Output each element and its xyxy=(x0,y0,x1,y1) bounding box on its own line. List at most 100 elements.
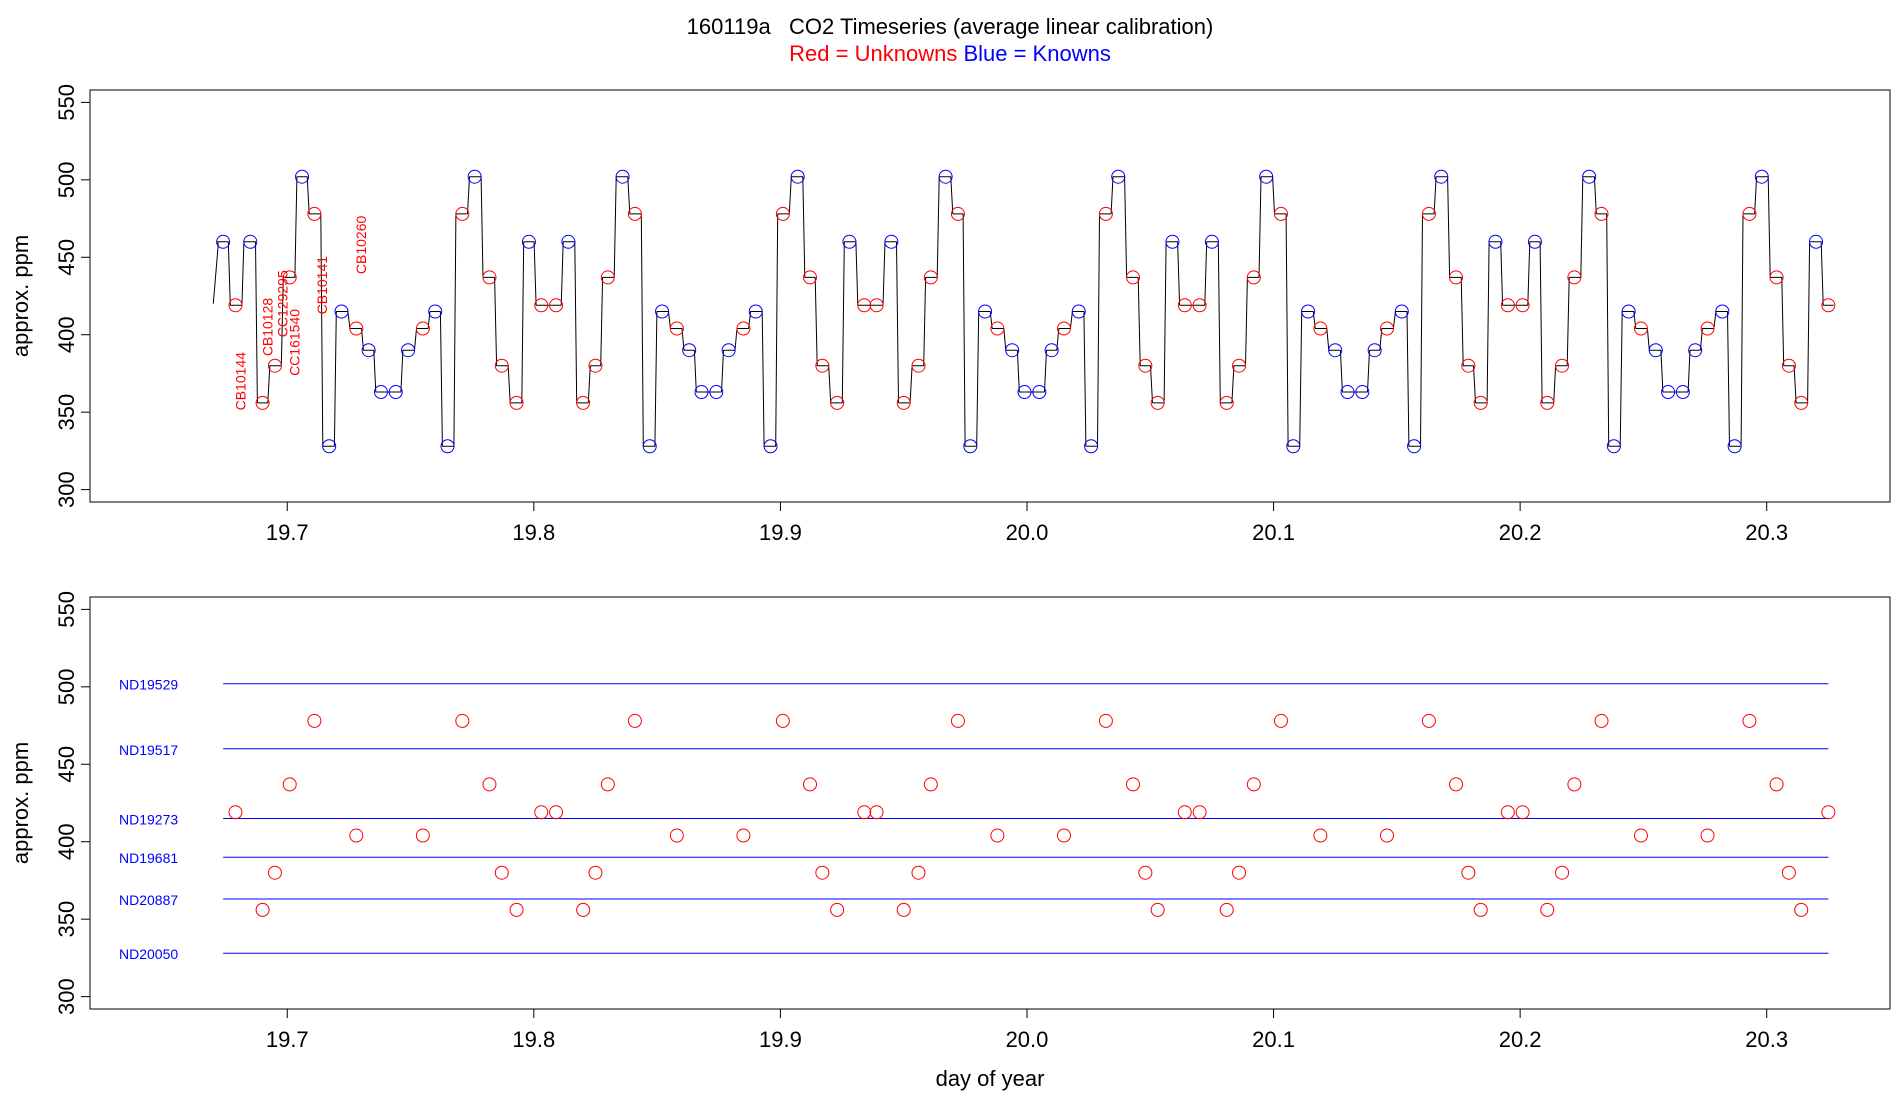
unknown-point xyxy=(1555,865,1570,880)
known-point xyxy=(842,234,857,249)
unknown-point xyxy=(494,865,509,880)
unknown-point xyxy=(307,713,322,728)
bottom-x-axis-label: day of year xyxy=(936,1066,1045,1091)
top-y-tick-label: 450 xyxy=(54,239,79,276)
unknown-point xyxy=(576,902,591,917)
bottom-y-tick-label: 550 xyxy=(54,591,79,628)
known-point xyxy=(1259,169,1274,184)
unknown-point xyxy=(1515,298,1530,313)
known-point xyxy=(1394,304,1409,319)
unknown-point xyxy=(1567,777,1582,792)
unknown-point xyxy=(1192,805,1207,820)
known-point xyxy=(1675,385,1690,400)
unknown-point xyxy=(1098,713,1113,728)
unknown-point xyxy=(736,828,751,843)
unknown-point xyxy=(1794,395,1809,410)
known-point xyxy=(521,234,536,249)
known-point xyxy=(1367,343,1382,358)
known-point xyxy=(682,343,697,358)
unknown-point xyxy=(669,321,684,336)
unknown-point xyxy=(1555,358,1570,373)
known-point xyxy=(1715,304,1730,319)
unknown-point xyxy=(1633,828,1648,843)
unknown-point xyxy=(1449,777,1464,792)
known-point xyxy=(938,169,953,184)
known-point xyxy=(243,234,258,249)
top-x-tick-label: 20.0 xyxy=(1006,520,1049,545)
unknown-point xyxy=(509,395,524,410)
unknown-point xyxy=(1273,713,1288,728)
unknown-point xyxy=(1246,270,1261,285)
known-point xyxy=(1286,439,1301,454)
unknown-point xyxy=(534,805,549,820)
bottom-scatter-panel: 19.7 19.8 19.9 20.0 20.1 20.2 20.3 300 350 400 450… xyxy=(8,591,1891,1091)
unknown-point xyxy=(282,270,297,285)
known-point xyxy=(388,385,403,400)
known-point xyxy=(428,304,443,319)
unknown-point xyxy=(228,805,243,820)
bottom-y-tick-label: 500 xyxy=(54,668,79,705)
known-point xyxy=(561,234,576,249)
bottom-x-tick-label: 20.3 xyxy=(1745,1027,1788,1052)
known-point xyxy=(1301,304,1316,319)
known-point xyxy=(401,343,416,358)
unknowns-legend-label: Red = Unknowns xyxy=(789,41,958,66)
unknown-point xyxy=(815,358,830,373)
reference-standard-label: ND19529 xyxy=(119,677,178,693)
unknown-point xyxy=(600,777,615,792)
unknown-point xyxy=(1273,206,1288,221)
unknown-point xyxy=(803,777,817,792)
unknown-point xyxy=(482,270,497,285)
known-point xyxy=(748,304,763,319)
unknown-point xyxy=(669,828,684,843)
top-x-tick-label: 20.1 xyxy=(1252,520,1295,545)
known-point xyxy=(1809,234,1824,249)
reference-standard-label: ND19273 xyxy=(119,811,178,827)
known-point xyxy=(1005,343,1020,358)
unknown-point xyxy=(228,298,243,313)
unknown-point xyxy=(1232,358,1247,373)
bottom-plot-frame xyxy=(89,596,1891,1010)
unknown-point xyxy=(950,713,965,728)
unknown-point xyxy=(549,298,564,313)
top-timeseries-panel: 19.7 19.8 19.9 20.0 20.1 20.2 20.3 300 350 400 450… xyxy=(8,84,1891,545)
unknown-point xyxy=(1500,298,1515,313)
top-y-tick-label: 500 xyxy=(54,161,79,198)
unknown-point xyxy=(1473,902,1488,917)
unknown-point xyxy=(267,358,282,373)
unknown-point xyxy=(282,777,297,792)
knowns-legend-label: Blue = Knowns xyxy=(963,41,1111,66)
reference-standard-label: ND19681 xyxy=(119,850,178,866)
unknown-point xyxy=(455,206,470,221)
unknown-point xyxy=(1515,805,1530,820)
unknown-point xyxy=(815,865,830,880)
known-point xyxy=(1661,385,1676,400)
unknown-point xyxy=(1567,270,1582,285)
known-point xyxy=(1434,169,1449,184)
unknown-point xyxy=(267,865,282,880)
known-point xyxy=(1582,169,1597,184)
bottom-y-tick-label: 400 xyxy=(54,823,79,860)
unknown-point xyxy=(1138,358,1153,373)
known-point xyxy=(790,169,805,184)
unknown-point xyxy=(1449,270,1464,285)
unknown-point xyxy=(1150,395,1165,410)
top-x-tick-label: 20.2 xyxy=(1499,520,1542,545)
unknown-point xyxy=(1461,865,1476,880)
sample-id-annotation: CB10141 xyxy=(314,256,330,315)
unknown-point xyxy=(349,828,364,843)
unknown-point xyxy=(534,298,549,313)
known-point xyxy=(642,439,657,454)
top-y-tick-label: 400 xyxy=(54,316,79,353)
unknown-point xyxy=(588,358,603,373)
unknown-point xyxy=(1540,902,1555,917)
bottom-x-tick-label: 19.8 xyxy=(512,1027,555,1052)
unknown-point xyxy=(830,395,845,410)
unknown-point xyxy=(307,206,322,221)
unknown-point xyxy=(775,713,790,728)
top-x-tick-label: 20.3 xyxy=(1745,520,1788,545)
unknown-point xyxy=(1700,828,1715,843)
reference-standard-label: ND20050 xyxy=(119,946,178,962)
unknown-point xyxy=(1461,358,1476,373)
